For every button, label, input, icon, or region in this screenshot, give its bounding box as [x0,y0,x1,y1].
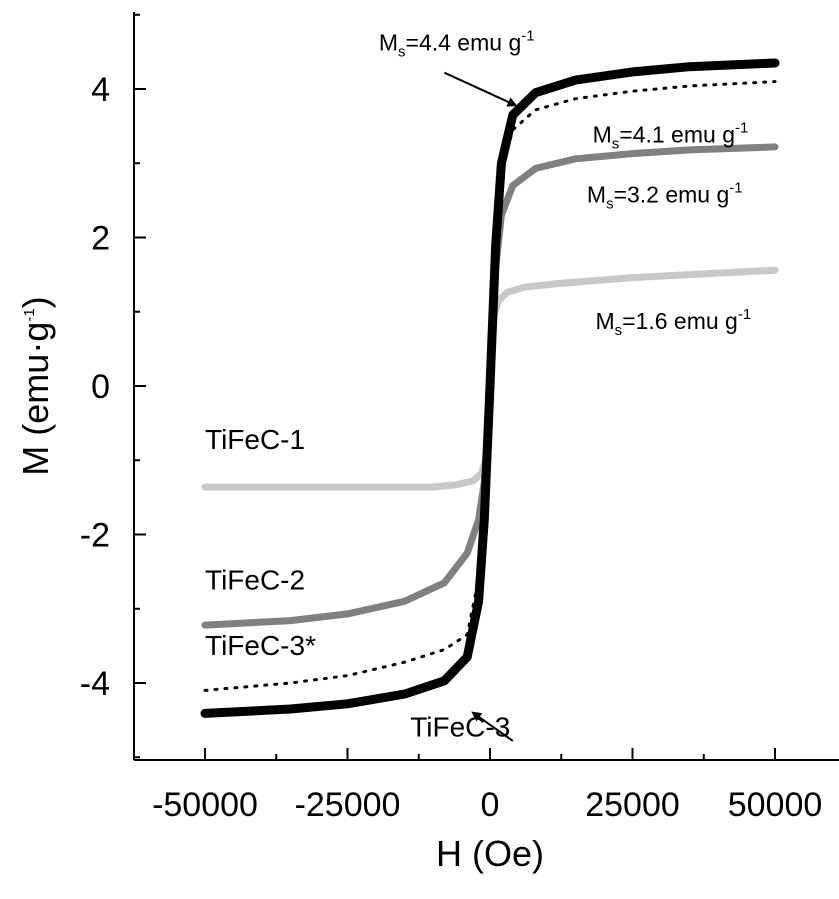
series-line-tifec-3 [200,58,780,718]
series-label: TiFeC-1 [205,424,305,455]
y-tick-label: 0 [91,368,110,406]
series-label: TiFeC-2 [205,564,305,595]
ms-subscript: s [606,196,614,213]
arrow-group [443,71,518,742]
ms-value: =4.4 emu g [406,29,522,55]
x-tick-label: 0 [481,786,500,824]
y-tick-label: -4 [80,665,110,703]
ms-subscript: s [612,135,620,152]
ms-symbol: M [593,121,612,147]
y-tick-label: 4 [91,71,110,109]
axes: -50000 -25000 0 25000 50000 -4 -2 0 2 4 [80,12,839,824]
ms-superscript: -1 [521,27,534,44]
ms-value: =4.1 emu g [619,121,735,147]
ms-superscript: -1 [729,180,742,197]
ms-value: =1.6 emu g [622,308,738,334]
annotation-arrow [443,71,518,107]
series-label: TiFeC-3 [410,711,510,742]
x-tick-label: -25000 [295,786,401,824]
ms-symbol: M [587,182,606,208]
ms-symbol: M [379,29,398,55]
ms-annotation-ms4: Ms=1.6 emu g-1 [595,306,751,339]
series-group [200,58,780,718]
y-tick-label: 2 [91,220,110,258]
ms-annotation-ms2: Ms=4.1 emu g-1 [593,119,749,152]
ms-annotation-ms1: Ms=4.4 emu g-1 [379,27,535,60]
ms-subscript: s [398,43,406,60]
series-label: TiFeC-3* [205,630,316,661]
x-tick-label: 50000 [728,786,823,824]
x-tick-label: 25000 [585,786,680,824]
x-axis-title: H (Oe) [436,833,544,874]
ms-value: =3.2 emu g [614,182,730,208]
x-tick-label: -50000 [152,786,258,824]
ms-superscript: -1 [735,119,748,136]
ms-superscript: -1 [738,306,751,323]
ms-annotation-ms3: Ms=3.2 emu g-1 [587,180,743,213]
y-tick-label: -2 [80,517,110,555]
y-axis-title: M (emu·g-1) [15,296,56,475]
ms-subscript: s [615,322,623,339]
annotation-arrow [471,711,514,742]
ms-symbol: M [595,308,614,334]
